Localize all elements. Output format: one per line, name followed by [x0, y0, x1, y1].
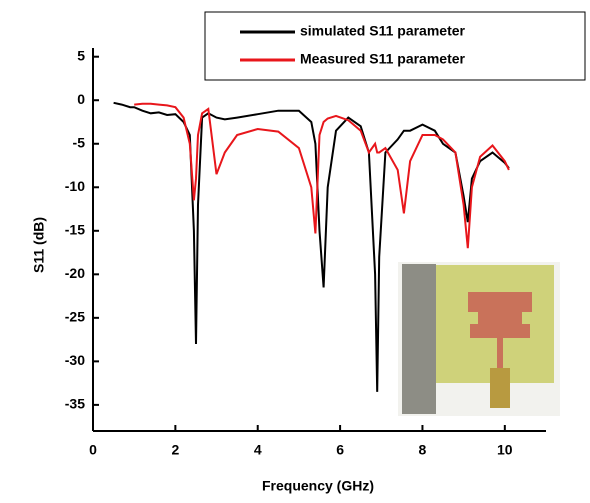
y-axis-label: S11 (dB)	[31, 217, 47, 273]
y-tick-label: -25	[65, 309, 85, 325]
x-axis-label: Frequency (GHz)	[262, 478, 374, 494]
x-tick-label: 8	[419, 442, 427, 458]
y-tick-label: 0	[77, 91, 85, 107]
y-tick-label: -35	[65, 396, 85, 412]
series-line	[113, 101, 510, 392]
y-tick-label: 5	[77, 47, 85, 63]
x-tick-label: 2	[171, 442, 179, 458]
y-tick-label: -30	[65, 352, 85, 368]
x-tick-label: 6	[336, 442, 344, 458]
legend-label: Measured S11 parameter	[300, 51, 466, 67]
legend-label: simulated S11 parameter	[300, 23, 466, 39]
x-tick-label: 10	[497, 442, 513, 458]
y-tick-label: -15	[65, 221, 85, 237]
x-tick-label: 4	[254, 442, 262, 458]
series-line	[134, 102, 510, 249]
y-tick-label: -20	[65, 265, 85, 281]
y-tick-label: -5	[73, 134, 86, 150]
x-tick-label: 0	[89, 442, 97, 458]
y-tick-label: -10	[65, 178, 85, 194]
legend-box	[204, 11, 586, 81]
inset-photo	[398, 262, 560, 416]
